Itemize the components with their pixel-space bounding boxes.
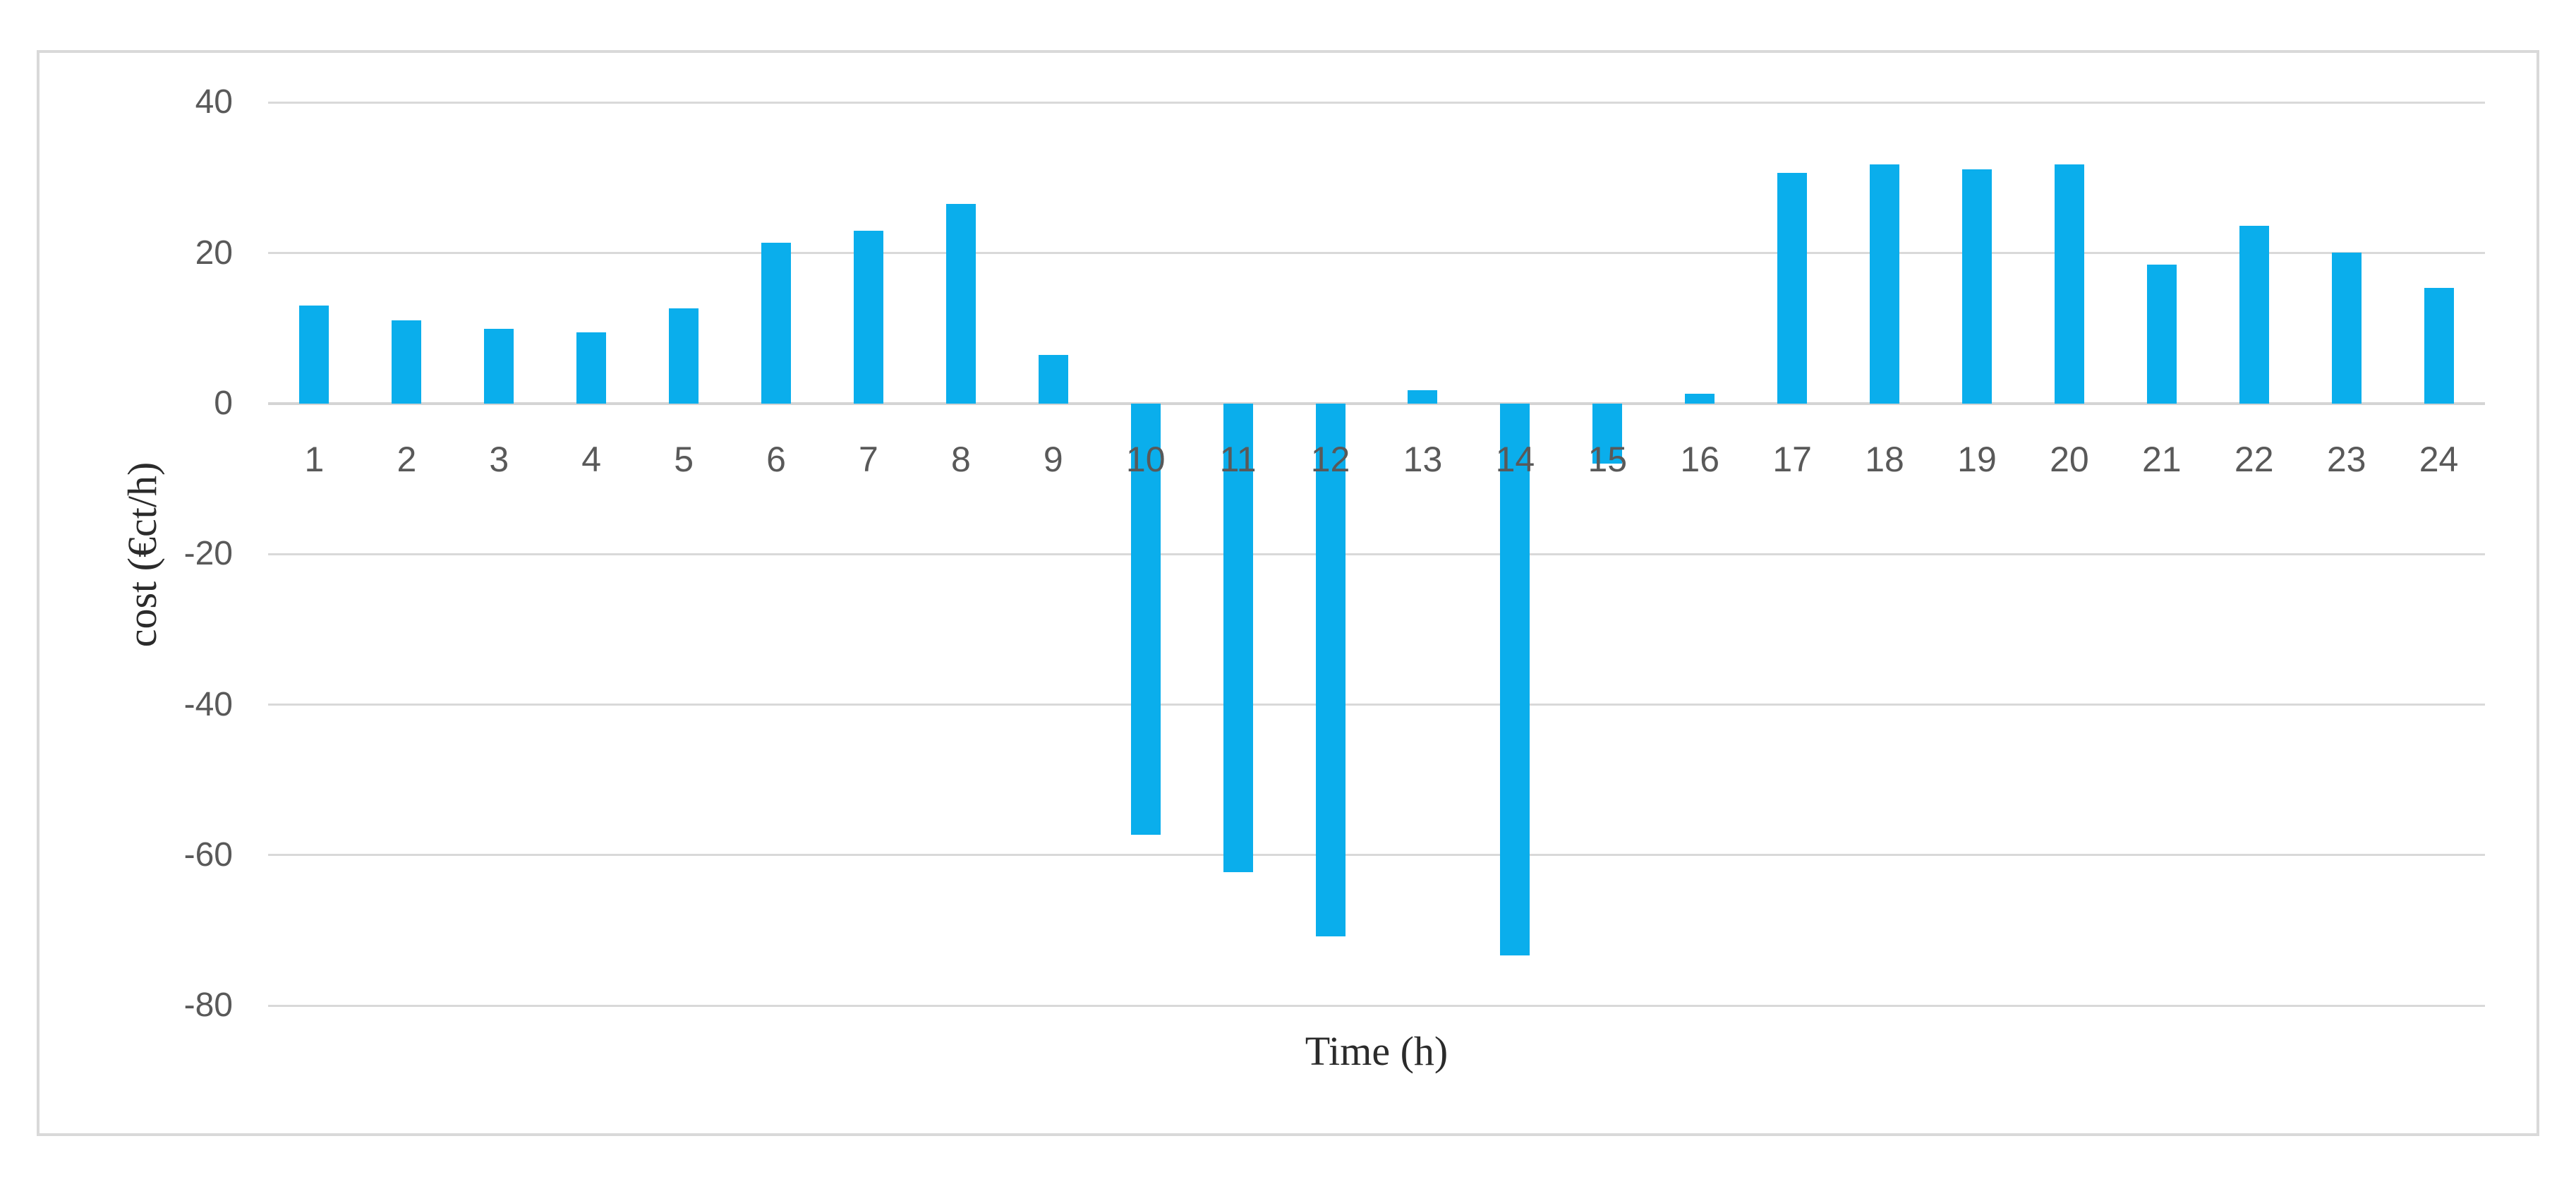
bar-hour-22 (2239, 226, 2269, 404)
x-tick-label-10: 10 (1125, 440, 1166, 479)
y-tick-label--60: -60 (183, 835, 233, 874)
x-tick-label-19: 19 (1957, 440, 1997, 479)
bar-hour-3 (484, 329, 514, 404)
bar-hour-15 (1592, 404, 1623, 464)
x-tick-label-15: 15 (1588, 440, 1628, 479)
x-tick-label-16: 16 (1680, 440, 1720, 479)
x-tick-label-4: 4 (581, 440, 602, 479)
x-tick-label-2: 2 (397, 440, 417, 479)
x-tick-label-14: 14 (1495, 440, 1535, 479)
x-tick-label-23: 23 (2326, 440, 2366, 479)
y-tick-label-20: 20 (195, 234, 233, 272)
chart-border (37, 50, 2539, 1136)
gridline-y--40 (268, 704, 2485, 706)
bar-hour-14 (1500, 404, 1530, 955)
bar-hour-1 (299, 306, 329, 404)
x-tick-label-20: 20 (2050, 440, 2089, 479)
x-tick-label-5: 5 (674, 440, 694, 479)
bar-hour-5 (669, 308, 699, 404)
gridline-y-20 (268, 252, 2485, 255)
x-tick-label-17: 17 (1772, 440, 1812, 479)
bar-hour-24 (2424, 287, 2454, 404)
x-tick-label-11: 11 (1219, 440, 1257, 479)
bar-hour-4 (576, 332, 607, 404)
x-tick-label-13: 13 (1403, 440, 1443, 479)
bar-hour-8 (945, 204, 976, 404)
bar-hour-9 (1038, 354, 1068, 404)
gridline-y--60 (268, 854, 2485, 857)
bar-hour-19 (1961, 169, 1992, 404)
bar-hour-7 (853, 230, 883, 404)
y-tick-label-0: 0 (214, 385, 233, 422)
bar-hour-13 (1408, 390, 1438, 404)
x-tick-label-21: 21 (2141, 440, 2182, 479)
y-tick-label--80: -80 (183, 986, 233, 1025)
x-tick-label-8: 8 (950, 440, 971, 479)
gridline-y--20 (268, 553, 2485, 555)
bar-hour-11 (1223, 404, 1253, 873)
x-tick-label-24: 24 (2419, 440, 2459, 479)
bar-hour-6 (761, 242, 792, 404)
bar-hour-21 (2146, 264, 2177, 404)
bar-hour-18 (1870, 164, 1900, 404)
x-tick-label-9: 9 (1043, 440, 1063, 479)
bar-hour-10 (1130, 404, 1161, 835)
x-tick-label-7: 7 (859, 440, 878, 479)
x-tick-label-12: 12 (1310, 440, 1350, 479)
x-tick-label-1: 1 (304, 440, 325, 479)
gridline-y--80 (268, 1004, 2485, 1007)
y-tick-label-40: 40 (195, 83, 233, 121)
y-tick-label--40: -40 (183, 685, 233, 723)
bar-hour-12 (1315, 404, 1346, 937)
bar-hour-20 (2054, 164, 2084, 404)
bar-hour-16 (1685, 394, 1715, 404)
bar-hour-2 (392, 320, 422, 404)
y-axis-title: cost (€ct/h) (119, 461, 165, 648)
bar-hour-23 (2331, 252, 2362, 404)
gridline-y-40 (268, 101, 2485, 104)
bar-hour-17 (1777, 172, 1808, 404)
x-tick-label-3: 3 (489, 440, 509, 479)
x-tick-label-18: 18 (1865, 440, 1904, 479)
x-tick-label-22: 22 (2234, 440, 2274, 479)
zero-axis-line (268, 402, 2485, 405)
x-tick-label-6: 6 (766, 440, 786, 479)
x-axis-title: Time (h) (1305, 1028, 1449, 1074)
y-tick-label--20: -20 (183, 535, 233, 573)
